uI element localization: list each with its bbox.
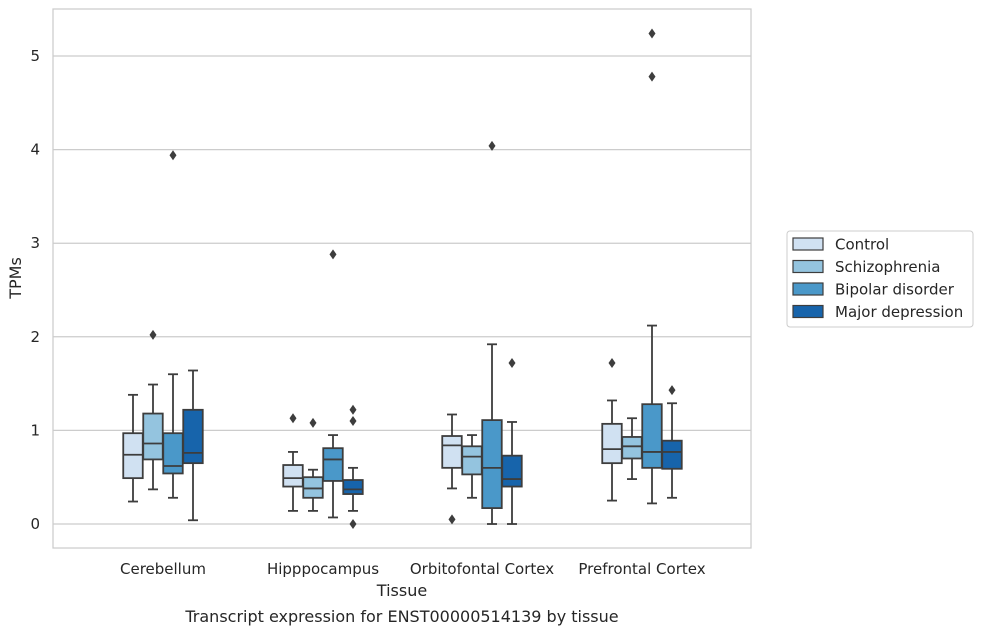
outlier-point: [488, 140, 496, 151]
y-tick-label: 2: [30, 328, 40, 346]
box-bipolar-disorder-prefrontal-cortex: [641, 28, 663, 505]
x-tick-label: Cerebellum: [120, 560, 206, 578]
y-tick-label: 0: [30, 515, 40, 533]
legend-label: Major depression: [835, 303, 963, 321]
outlier-point: [648, 71, 656, 82]
legend-swatch: [792, 237, 824, 251]
x-tick-label: Prefrontal Cortex: [578, 560, 705, 578]
y-tick-label: 1: [30, 421, 40, 439]
box-iqr: [122, 432, 144, 480]
box-iqr: [342, 479, 364, 495]
x-axis-title: Tissue: [376, 581, 427, 600]
box-iqr: [182, 408, 204, 465]
outlier-point: [668, 385, 676, 396]
outlier-point: [349, 404, 357, 415]
legend-frame: [786, 230, 974, 328]
box-iqr: [322, 447, 344, 482]
box-iqr: [461, 445, 483, 476]
y-axis-title: TPMs: [6, 257, 25, 300]
x-tick-label: Hipppocampus: [267, 560, 379, 578]
legend: Control Schizophrenia Bipolar disorder Majo…: [786, 230, 974, 328]
y-tick-label: 4: [30, 141, 40, 159]
box-major-depression-orbitofontal-cortex: [501, 358, 523, 525]
box-iqr: [501, 454, 523, 488]
box-major-depression-prefrontal-cortex: [661, 385, 683, 499]
box-iqr: [282, 464, 304, 488]
outlier-point: [289, 413, 297, 424]
x-tick-label: Orbitofontal Cortex: [410, 560, 554, 578]
outlier-point: [349, 519, 357, 529]
outlier-point: [349, 416, 357, 427]
outlier-point: [608, 358, 616, 369]
box-control-hipppocampus: [282, 413, 304, 512]
box-iqr: [142, 412, 164, 461]
grid-lines: [53, 55, 751, 525]
box-iqr: [481, 419, 503, 509]
legend-label: Bipolar disorder: [835, 281, 955, 299]
y-tick-label: 5: [30, 47, 40, 65]
legend-swatch: [792, 282, 824, 296]
boxes: [122, 28, 683, 529]
box-iqr: [441, 435, 463, 469]
box-schizophrenia-hipppocampus: [302, 417, 324, 512]
box-iqr: [641, 403, 663, 469]
outlier-point: [448, 514, 456, 525]
outlier-point: [169, 150, 177, 161]
box-control-orbitofontal-cortex: [441, 413, 463, 525]
box-iqr: [621, 436, 643, 460]
box-iqr: [302, 476, 324, 499]
legend-swatch: [792, 259, 824, 274]
outlier-point: [329, 249, 337, 260]
outlier-point: [508, 358, 516, 369]
legend-swatch: [792, 304, 824, 319]
legend-label: Control: [835, 236, 889, 254]
box-major-depression-cerebellum: [182, 369, 204, 522]
outlier-point: [648, 28, 656, 39]
box-iqr: [601, 422, 623, 465]
box-iqr: [162, 432, 184, 475]
y-tick-labels: 0 1 2 3 4 5: [30, 47, 40, 533]
y-tick-label: 3: [30, 234, 40, 252]
outlier-point: [149, 329, 157, 340]
box-bipolar-disorder-orbitofontal-cortex: [481, 140, 503, 525]
legend-label: Schizophrenia: [835, 258, 940, 276]
figure-caption: Transcript expression for ENST0000051413…: [184, 607, 618, 626]
box-control-prefrontal-cortex: [601, 358, 623, 502]
x-tick-labels: Cerebellum Hipppocampus Orbitofontal Corte…: [120, 560, 706, 578]
box-bipolar-disorder-hipppocampus: [322, 249, 344, 519]
box-iqr: [661, 439, 683, 470]
box-major-depression-hipppocampus: [342, 404, 364, 529]
box-schizophrenia-orbitofontal-cortex: [461, 434, 483, 499]
outlier-point: [309, 417, 317, 428]
